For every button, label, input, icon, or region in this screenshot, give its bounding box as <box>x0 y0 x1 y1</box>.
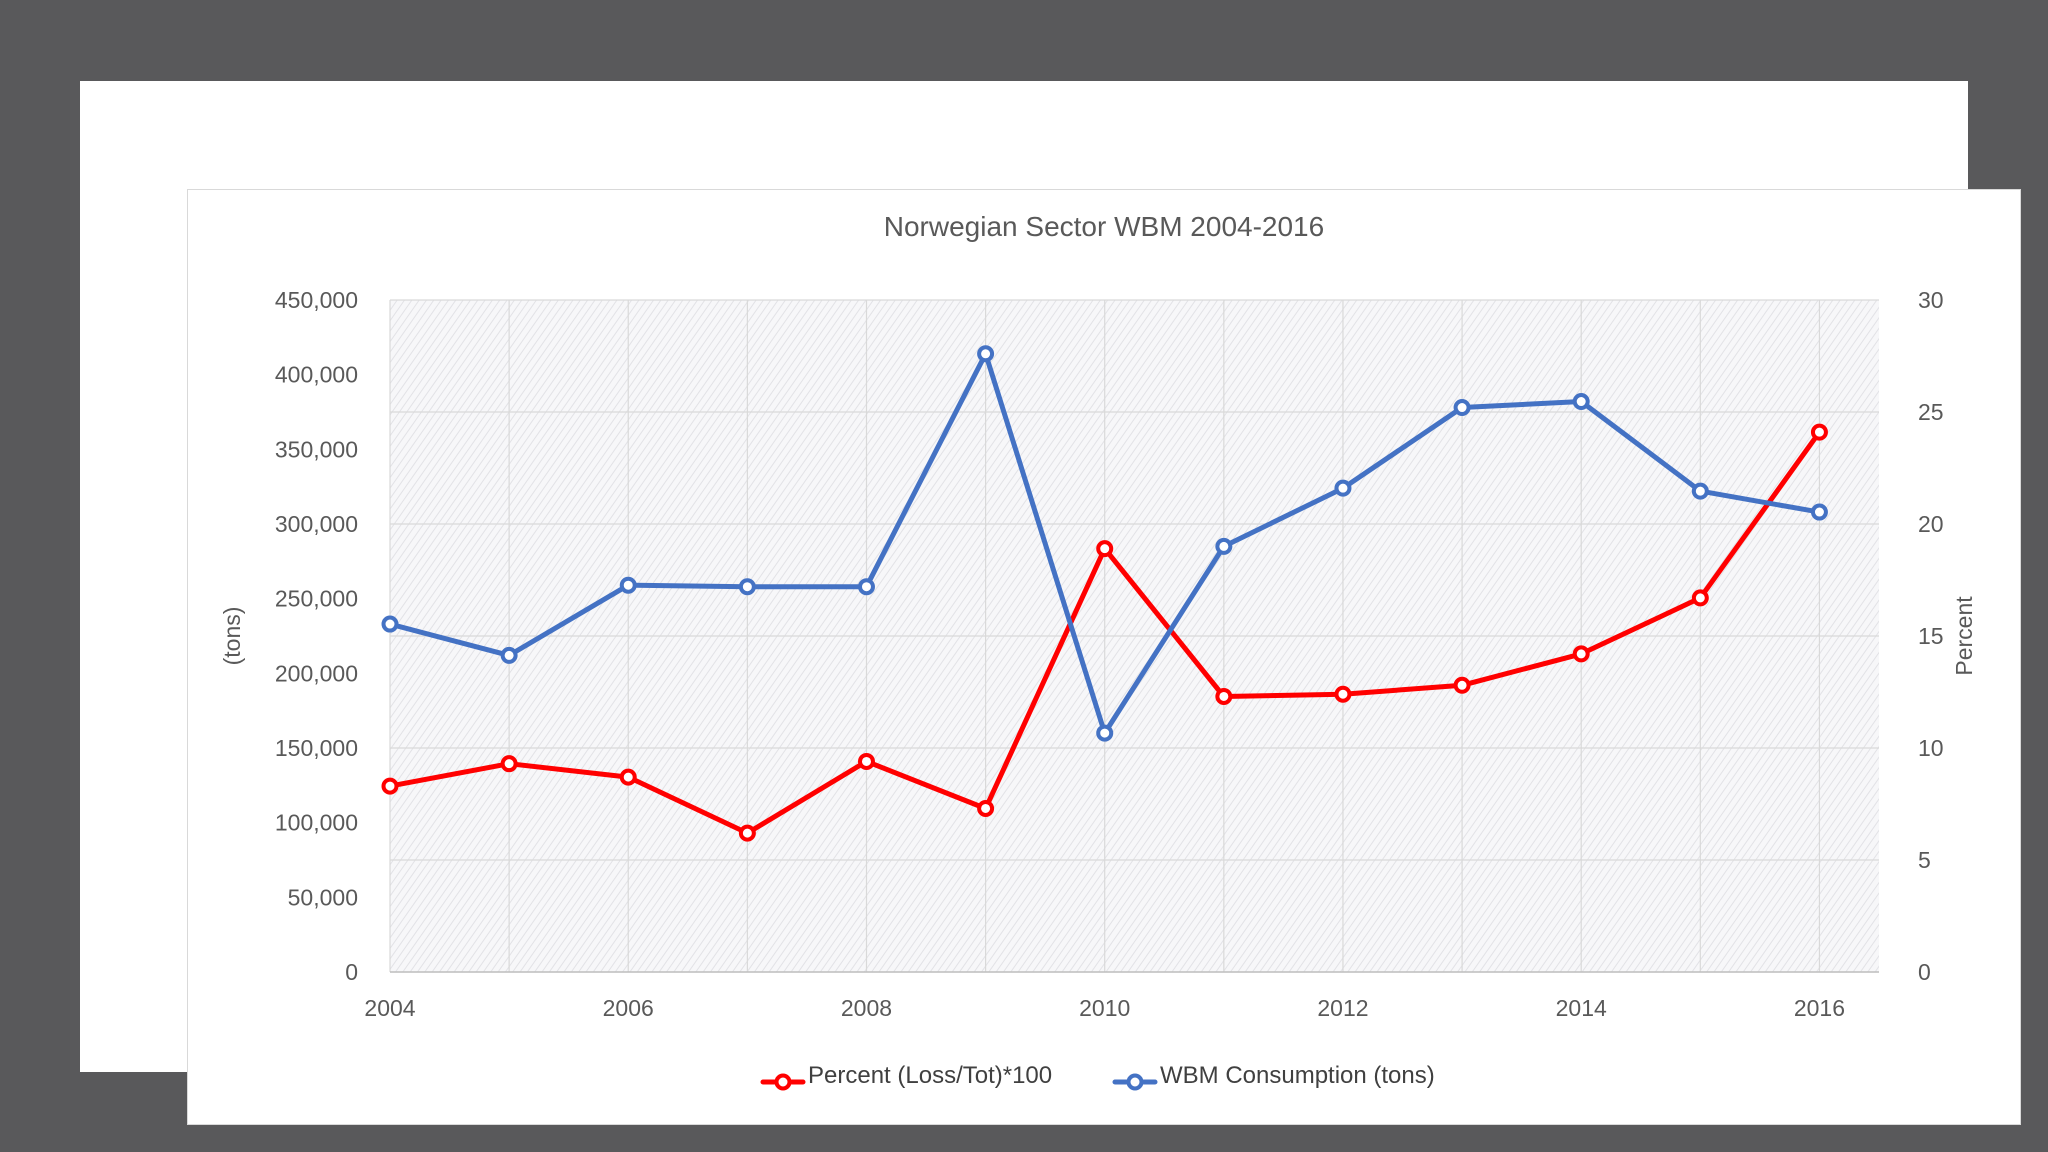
y-tick-label: 250,000 <box>275 586 358 612</box>
wbm-point <box>1215 537 1233 555</box>
percent-point <box>1572 645 1590 663</box>
y2-axis-label: Percent <box>1951 596 1977 676</box>
y-tick-label: 200,000 <box>275 660 358 686</box>
wbm-point <box>1572 393 1590 411</box>
x-tick-label: 2014 <box>1556 995 1607 1021</box>
wbm-point <box>1810 503 1828 521</box>
x-tick-label: 2004 <box>364 995 415 1021</box>
y2-tick-label: 20 <box>1918 511 1944 537</box>
y2-tick-label: 5 <box>1918 847 1931 873</box>
y-tick-label: 400,000 <box>275 362 358 388</box>
wbm-point <box>1334 479 1352 497</box>
percent-point <box>1334 685 1352 703</box>
percent-point <box>1096 540 1114 558</box>
percent-point <box>381 777 399 795</box>
data-series <box>381 345 1828 842</box>
percent-point <box>977 799 995 817</box>
wbm-point <box>857 578 875 596</box>
y-tick-label: 0 <box>345 959 358 985</box>
percent-point <box>1691 589 1709 607</box>
y-axis-label: (tons) <box>219 607 245 666</box>
grid-lines <box>389 299 1879 973</box>
legend-label: WBM Consumption (tons) <box>1160 1062 1435 1089</box>
wbm-point <box>381 615 399 633</box>
chart-title: Norwegian Sector WBM 2004-2016 <box>884 211 1324 242</box>
y-tick-label: 50,000 <box>288 884 358 910</box>
x-tick-label: 2016 <box>1794 995 1845 1021</box>
percent-point <box>619 768 637 786</box>
y-tick-label: 300,000 <box>275 511 358 537</box>
percent-point <box>1453 676 1471 694</box>
wbm-point <box>500 646 518 664</box>
chart-card: Norwegian Sector WBM 2004-2016 0 50,000 10… <box>80 81 2021 1125</box>
wbm-point <box>977 345 995 363</box>
percent-point <box>738 824 756 842</box>
wbm-point <box>1096 724 1114 742</box>
y2-tick-label: 25 <box>1918 399 1944 425</box>
legend-item: WBM Consumption (tons) <box>1112 1062 1435 1091</box>
axis-ticks: 0 50,000 100,000 150,000 200,000 250,000 300,0… <box>275 287 1944 1021</box>
y2-tick-label: 10 <box>1918 735 1944 761</box>
y2-tick-label: 15 <box>1918 623 1944 649</box>
legend-item: Percent (Loss/Tot)*100 <box>760 1062 1052 1091</box>
chart-frame: Norwegian Sector WBM 2004-2016 0 50,000 10… <box>187 189 2021 1125</box>
wbm-point <box>619 576 637 594</box>
y-tick-label: 100,000 <box>275 810 358 836</box>
percent-point <box>500 755 518 773</box>
line-chart: Norwegian Sector WBM 2004-2016 0 50,000 10… <box>219 211 1977 1091</box>
wbm-point <box>1691 482 1709 500</box>
percent-point <box>1215 687 1233 705</box>
y2-tick-label: 30 <box>1918 287 1944 313</box>
x-tick-label: 2006 <box>603 995 654 1021</box>
y-tick-label: 350,000 <box>275 436 358 462</box>
legend-swatch-marker <box>774 1073 792 1091</box>
x-tick-label: 2008 <box>841 995 892 1021</box>
y-tick-label: 450,000 <box>275 287 358 313</box>
percent-point <box>1810 423 1828 441</box>
legend-label: Percent (Loss/Tot)*100 <box>808 1062 1052 1089</box>
x-tick-label: 2012 <box>1317 995 1368 1021</box>
wbm-point <box>738 578 756 596</box>
legend: Percent (Loss/Tot)*100 WBM Consumption (t… <box>760 1062 1435 1091</box>
legend-swatch-marker <box>1126 1073 1144 1091</box>
wbm-point <box>1453 399 1471 417</box>
x-tick-label: 2010 <box>1079 995 1130 1021</box>
y-tick-label: 150,000 <box>275 735 358 761</box>
percent-point <box>857 752 875 770</box>
y2-tick-label: 0 <box>1918 959 1931 985</box>
